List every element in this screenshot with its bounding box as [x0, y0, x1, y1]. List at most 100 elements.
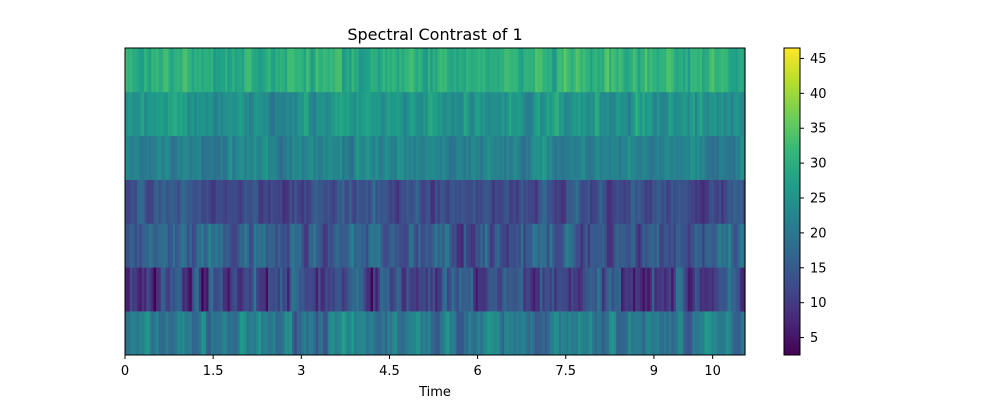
- heatmap-cell: [375, 48, 379, 93]
- heatmap-cell: [730, 267, 734, 312]
- heatmap-cell: [561, 311, 565, 356]
- heatmap-cell: [415, 267, 419, 312]
- heatmap-cell: [136, 91, 140, 137]
- heatmap-cell: [618, 48, 622, 93]
- heatmap-cell: [458, 179, 462, 224]
- heatmap-cell: [730, 223, 734, 268]
- heatmap-cell: [322, 179, 326, 224]
- heatmap-cell: [592, 311, 596, 356]
- heatmap-cell: [718, 223, 722, 268]
- heatmap-cell: [733, 267, 737, 312]
- heatmap-cell: [725, 91, 729, 137]
- heatmap-cell: [621, 48, 624, 93]
- heatmap-cell: [346, 267, 350, 312]
- heatmap-cell: [489, 91, 493, 137]
- heatmap-cell: [609, 267, 613, 312]
- heatmap-cell: [129, 179, 133, 224]
- heatmap-cell: [392, 48, 396, 93]
- heatmap-cell: [482, 267, 486, 312]
- heatmap-cell: [594, 311, 598, 356]
- heatmap-cell: [568, 135, 572, 180]
- heatmap-cell: [420, 179, 424, 224]
- heatmap-cell: [315, 91, 319, 137]
- heatmap-cell: [315, 135, 319, 180]
- heatmap-cell: [241, 48, 245, 93]
- heatmap-cell: [480, 179, 484, 224]
- heatmap-cell: [289, 267, 293, 312]
- heatmap-cell: [170, 311, 174, 356]
- heatmap-cell: [239, 311, 243, 356]
- heatmap-cell: [449, 135, 453, 180]
- heatmap-cell: [401, 135, 405, 180]
- heatmap-cell: [213, 223, 217, 268]
- heatmap-cell: [363, 48, 367, 93]
- heatmap-cell: [458, 267, 462, 312]
- heatmap-cell: [647, 223, 651, 268]
- heatmap-cell: [311, 223, 314, 268]
- heatmap-cell: [330, 91, 334, 137]
- heatmap-cell: [134, 267, 138, 312]
- heatmap-cell: [303, 311, 307, 356]
- heatmap-cell: [299, 223, 303, 268]
- heatmap-cell: [239, 48, 243, 93]
- heatmap-cell: [136, 179, 140, 224]
- heatmap-cell: [210, 135, 214, 180]
- heatmap-cell: [160, 311, 164, 356]
- heatmap-cell: [668, 48, 672, 93]
- heatmap-cell: [194, 223, 198, 268]
- heatmap-cell: [740, 179, 744, 224]
- heatmap-cell: [208, 179, 212, 224]
- heatmap-cell: [582, 179, 586, 224]
- heatmap-cell: [585, 179, 589, 224]
- heatmap-cell: [423, 267, 427, 312]
- heatmap-cell: [561, 48, 565, 93]
- heatmap-cell: [146, 91, 150, 137]
- heatmap-cell: [187, 267, 190, 312]
- heatmap-cell: [203, 267, 207, 312]
- heatmap-cell: [215, 179, 219, 224]
- heatmap-cell: [182, 311, 186, 356]
- heatmap-cell: [446, 135, 450, 180]
- heatmap-cell: [535, 267, 539, 312]
- heatmap-cell: [291, 311, 295, 356]
- heatmap-cell: [671, 135, 675, 180]
- heatmap-cell: [249, 179, 252, 224]
- heatmap-cell: [444, 223, 448, 268]
- heatmap-cell: [330, 179, 334, 224]
- heatmap-cell: [382, 179, 386, 224]
- heatmap-cell: [566, 179, 570, 224]
- heatmap-cell: [661, 91, 665, 137]
- heatmap-cell: [723, 311, 727, 356]
- heatmap-cell: [146, 311, 150, 356]
- heatmap-cell: [449, 223, 453, 268]
- heatmap-cell: [268, 267, 272, 312]
- heatmap-cell: [494, 48, 498, 93]
- heatmap-cell: [208, 267, 212, 312]
- heatmap-cell: [635, 267, 639, 312]
- heatmap-cell: [337, 223, 341, 268]
- heatmap-cell: [213, 179, 217, 224]
- heatmap-cell: [146, 267, 150, 312]
- heatmap-cell: [714, 48, 717, 93]
- heatmap-cell: [141, 267, 145, 312]
- heatmap-cell: [327, 311, 331, 356]
- heatmap-cell: [291, 223, 295, 268]
- heatmap-cell: [146, 223, 150, 268]
- heatmap-cell: [542, 179, 546, 224]
- heatmap-cell: [260, 223, 264, 268]
- heatmap-cell: [141, 91, 145, 137]
- heatmap-cell: [263, 91, 267, 137]
- heatmap-cell: [322, 135, 326, 180]
- heatmap-cell: [623, 135, 627, 180]
- heatmap-cell: [728, 135, 732, 180]
- heatmap-cell: [690, 267, 694, 312]
- heatmap-cell: [477, 179, 481, 224]
- heatmap-cell: [723, 135, 727, 180]
- heatmap-cell: [353, 311, 357, 356]
- heatmap-cell: [520, 135, 524, 180]
- heatmap-cell: [482, 179, 486, 224]
- heatmap-cell: [542, 223, 546, 268]
- heatmap-cell: [141, 179, 145, 224]
- heatmap-cell: [306, 91, 310, 137]
- heatmap-cell: [685, 267, 689, 312]
